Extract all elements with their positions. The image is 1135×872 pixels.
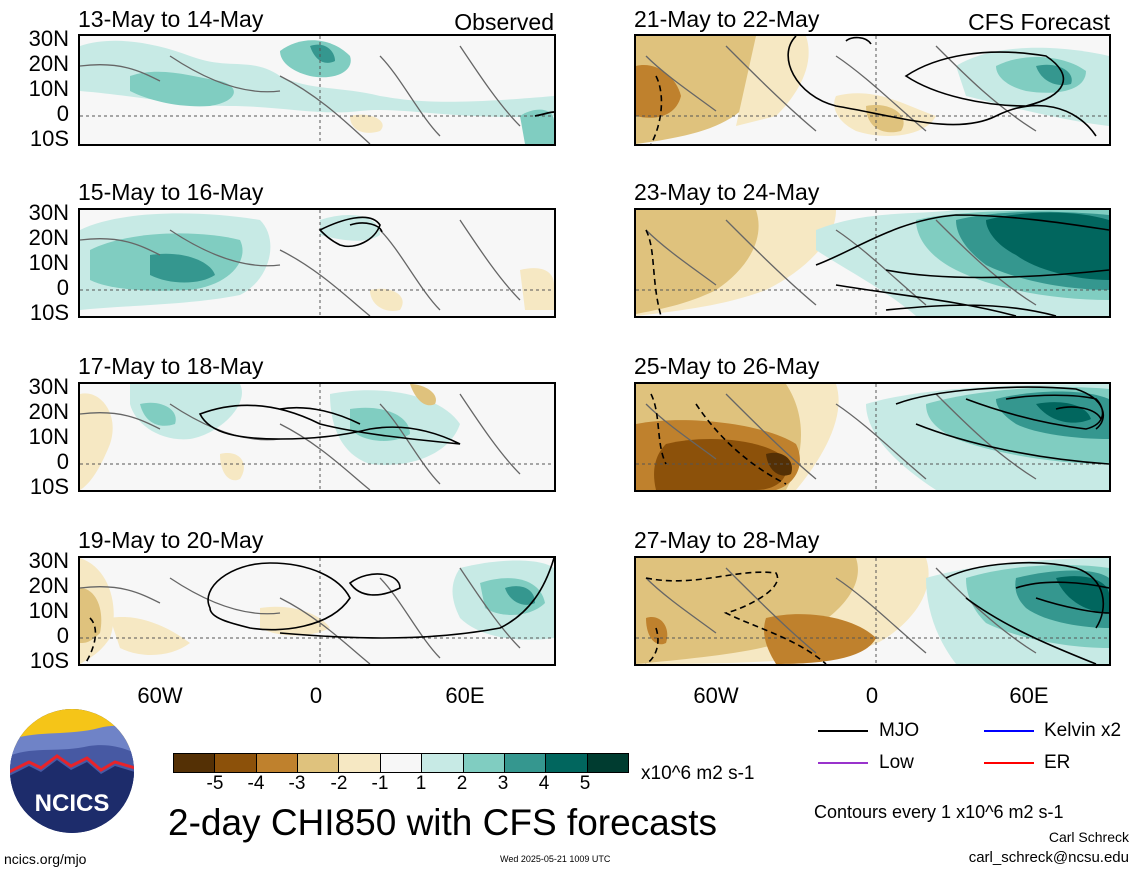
lat-label: 20N: [28, 51, 69, 76]
lon-label: 60W: [693, 683, 739, 708]
timestamp: Wed 2025-05-21 1009 UTC: [500, 854, 611, 864]
map-svg: [80, 384, 554, 490]
lat-label: 20N: [28, 573, 69, 598]
lat-label: 10S: [29, 126, 69, 151]
colorbar-label: 5: [579, 773, 591, 794]
lat-label: 30N: [28, 26, 69, 51]
colorbar-swatch: [174, 754, 215, 772]
ncics-logo: NCICS: [10, 709, 134, 833]
colorbar-label: -3: [288, 773, 306, 794]
colorbar-units: x10^6 m2 s-1: [641, 763, 755, 784]
legend-label-low: Low: [879, 752, 914, 773]
map-panel-5: [78, 382, 556, 492]
panel-6-title: 25-May to 26-May: [634, 353, 820, 379]
lat-label: 30N: [28, 548, 69, 573]
observed-label: Observed: [454, 9, 554, 35]
panel-8-title: 27-May to 28-May: [634, 527, 820, 553]
lat-label: 10N: [28, 76, 69, 101]
map-panel-7: [78, 556, 556, 666]
panel-1-title: 13-May to 14-May: [78, 6, 264, 32]
lat-label: 20N: [28, 399, 69, 424]
map-svg: [636, 384, 1109, 490]
panel-5-title: 17-May to 18-May: [78, 353, 264, 379]
lon-label: 60E: [445, 683, 485, 708]
lon-label: 0: [309, 683, 323, 708]
map-svg: [636, 558, 1109, 664]
map-panel-1: [78, 34, 556, 146]
colorbar-label: 4: [538, 773, 550, 794]
lat-label: 0: [56, 449, 69, 474]
colorbar-swatch: [462, 754, 504, 772]
map-svg: [636, 210, 1109, 316]
lat-label: 10N: [28, 424, 69, 449]
colorbar-swatch: [421, 754, 463, 772]
colorbar-swatch: [545, 754, 587, 772]
colorbar-label: -1: [371, 773, 389, 794]
legend-label-mjo: MJO: [879, 720, 920, 741]
author-email: carl_schreck@ncsu.edu: [968, 849, 1129, 866]
colorbar-label: 2: [456, 773, 468, 794]
map-svg: [80, 210, 554, 316]
lon-label: 60W: [137, 683, 183, 708]
cfs-forecast-label: CFS Forecast: [968, 9, 1110, 35]
colorbar: [173, 753, 629, 773]
map-svg: [80, 36, 554, 144]
panel-4-title: 23-May to 24-May: [634, 179, 820, 205]
map-panel-8: [634, 556, 1111, 666]
figure-title: 2-day CHI850 with CFS forecasts: [168, 802, 718, 843]
colorbar-label: -4: [247, 773, 265, 794]
map-svg: [80, 558, 554, 664]
logo-text: NCICS: [35, 790, 110, 817]
colorbar-swatch: [338, 754, 380, 772]
lat-label: 30N: [28, 200, 69, 225]
lon-label: 60E: [1009, 683, 1049, 708]
legend-line-kelvin: [984, 730, 1034, 732]
colorbar-swatch: [297, 754, 339, 772]
colorbar-label: 1: [415, 773, 427, 794]
lat-label: 10N: [28, 250, 69, 275]
lat-label: 0: [56, 623, 69, 648]
colorbar-label: 3: [497, 773, 509, 794]
author-name: Carl Schreck: [1048, 829, 1129, 845]
panel-2-title: 21-May to 22-May: [634, 6, 820, 32]
colorbar-swatch: [255, 754, 298, 772]
colorbar-swatch: [379, 754, 422, 772]
panel-3-title: 15-May to 16-May: [78, 179, 264, 205]
lon-label: 0: [865, 683, 879, 708]
lat-label: 0: [56, 275, 69, 300]
map-panel-4: [634, 208, 1111, 318]
lat-label: 10S: [29, 648, 69, 673]
legend-line-low: [818, 762, 868, 764]
site-url: ncics.org/mjo: [4, 851, 87, 867]
legend-label-er: ER: [1044, 752, 1071, 773]
lat-label: 10S: [29, 474, 69, 499]
lat-label: 0: [56, 101, 69, 126]
colorbar-swatch: [214, 754, 256, 772]
lat-label: 20N: [28, 225, 69, 250]
map-panel-6: [634, 382, 1111, 492]
colorbar-label: -5: [206, 773, 224, 794]
contour-note: Contours every 1 x10^6 m2 s-1: [814, 802, 1064, 822]
lat-label: 30N: [28, 374, 69, 399]
lat-label: 10S: [29, 300, 69, 325]
panel-7-title: 19-May to 20-May: [78, 527, 264, 553]
map-panel-2: [634, 34, 1111, 146]
map-panel-3: [78, 208, 556, 318]
legend-line-er: [984, 762, 1034, 764]
legend-label-kelvin: Kelvin x2: [1044, 720, 1122, 741]
map-svg: [636, 36, 1109, 144]
colorbar-label: -2: [330, 773, 348, 794]
colorbar-swatch: [586, 754, 628, 772]
lat-label: 10N: [28, 598, 69, 623]
colorbar-swatch: [503, 754, 546, 772]
legend-line-mjo: [818, 730, 868, 732]
